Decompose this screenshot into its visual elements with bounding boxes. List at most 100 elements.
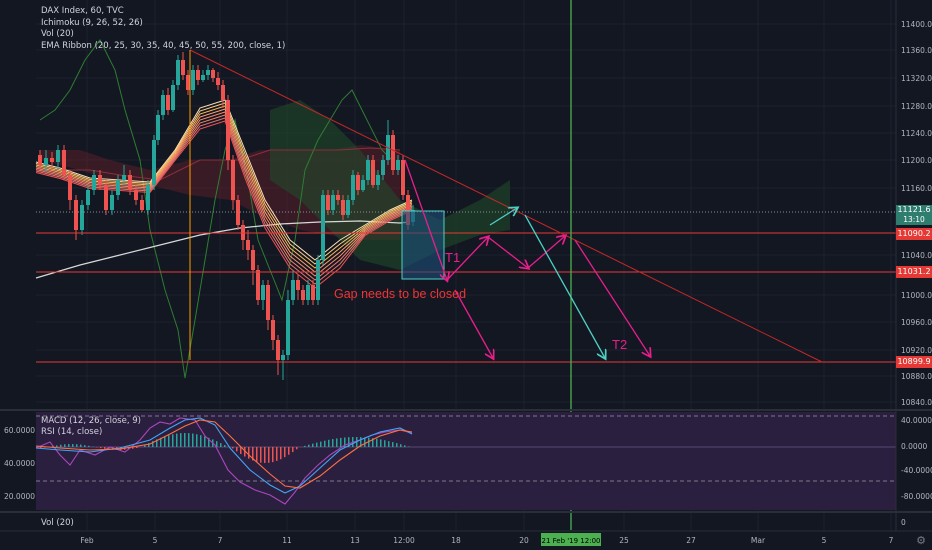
candle-body [336, 195, 340, 200]
macd-hist-bar [192, 433, 194, 447]
price-tick-label: 11240.00 [901, 129, 932, 138]
macd-hist-bar [248, 447, 250, 459]
price-tick-label: 11280.00 [901, 102, 932, 111]
candle-body [104, 185, 108, 210]
crosshair-time-label: 21 Feb '19 12:00 [542, 537, 601, 545]
macd-hist-bar [68, 444, 70, 447]
macd-hist-bar [292, 447, 294, 453]
macd-hist-bar [72, 444, 74, 447]
price-axis[interactable]: 11400.00 11360.00 11320.00 11280.00 11240.00… [4, 20, 932, 527]
price-tick-label: 10880.00 [901, 372, 932, 381]
macd-hist-bar [404, 445, 406, 447]
macd-hist-bar [88, 445, 90, 447]
descending-trendline[interactable] [189, 49, 823, 363]
price-tick-label: 11160.00 [901, 184, 932, 193]
candle-body [286, 300, 290, 355]
macd-hist-bar [276, 447, 278, 461]
candle-body [276, 340, 280, 360]
indicator-vol[interactable]: Vol (20) [41, 29, 74, 39]
settings-gear-icon[interactable]: ⚙ [916, 534, 926, 547]
macd-hist-bar [364, 437, 366, 447]
candle-body [341, 200, 345, 215]
macd-right-tick: -80.0000 [901, 492, 932, 501]
macd-hist-bar [320, 441, 322, 447]
price-tick-label: 11000.00 [901, 291, 932, 300]
rsi-line [35, 417, 413, 505]
macd-hist-bar [280, 447, 282, 460]
macd-hist-bar [336, 438, 338, 447]
macd-hist-bar [160, 437, 162, 447]
candle-body [86, 190, 90, 205]
time-tick-label: 11 [282, 536, 292, 545]
candle-body [271, 320, 275, 340]
macd-hist-bar [244, 447, 246, 457]
macd-hist-bar [312, 443, 314, 447]
macd-hist-bar [240, 447, 242, 455]
candle-body [296, 280, 300, 290]
macd-line [35, 417, 413, 494]
macd-hist-bar [324, 440, 326, 447]
macd-hist-bar [328, 439, 330, 447]
candle-body [231, 160, 235, 200]
macd-hist-bar [52, 446, 54, 447]
gap-rectangle[interactable] [401, 210, 445, 280]
level-badge-11090: 11090.2 [896, 228, 932, 240]
macd-hist-bar [136, 447, 138, 449]
last-price-countdown: 13:10 [903, 215, 925, 224]
ichimoku-cloud-bull [270, 100, 510, 270]
candle-body [196, 70, 200, 80]
time-tick-label: 7 [889, 536, 894, 545]
macd-hist-bar [156, 439, 158, 447]
macd-hist-bar [288, 447, 290, 455]
candle-body [92, 175, 96, 190]
price-tick-label: 11400.00 [901, 20, 932, 29]
macd-hist-bar [84, 445, 86, 447]
projection-arrows[interactable] [404, 159, 650, 358]
macd-hist-bar [388, 441, 390, 447]
candle-body [396, 160, 400, 170]
macd-hist-bar [100, 447, 102, 449]
candle-body [406, 195, 410, 225]
time-tick-label: 18 [451, 536, 461, 545]
candle-body [44, 158, 48, 165]
last-price-badge: 11121.6 13:10 [896, 205, 932, 225]
candle-body [146, 185, 150, 210]
candle-body [346, 200, 350, 215]
indicator-ema-ribbon[interactable]: EMA Ribbon (20, 25, 30, 35, 40, 45, 50, … [41, 40, 286, 51]
ema-ribbon-line [35, 108, 413, 273]
symbol-title[interactable]: DAX Index, 60, TVC [41, 6, 124, 16]
candle-body [122, 175, 126, 180]
chart-legend: DAX Index, 60, TVC Ichimoku (9, 26, 52, … [41, 6, 285, 52]
macd-left-tick: 20.0000 [4, 492, 35, 501]
macd-pane-legend: MACD (12, 26, close, 9) RSI (14, close) [41, 416, 141, 438]
t1-label: T1 [445, 250, 460, 265]
macd-pane-background [36, 412, 896, 510]
candle-body [50, 158, 54, 162]
macd-hist-bar [104, 447, 106, 449]
macd-hist-bar [164, 436, 166, 447]
candle-body [291, 280, 295, 300]
macd-hist-bar [376, 438, 378, 447]
candle-body [206, 70, 210, 75]
candle-body [356, 175, 360, 190]
macd-hist-bar [396, 443, 398, 447]
macd-hist-bar [60, 444, 62, 447]
candle-body [321, 195, 325, 260]
candle-body [366, 160, 370, 180]
macd-hist-bar [184, 433, 186, 447]
indicator-ichimoku[interactable]: Ichimoku (9, 26, 52, 26) [41, 17, 143, 28]
time-tick-label: 13 [350, 536, 360, 545]
macd-hist-bar [76, 444, 78, 447]
indicator-vol-pane[interactable]: Vol (20) [41, 518, 74, 528]
macd-hist-bar [208, 437, 210, 447]
indicator-rsi[interactable]: RSI (14, close) [41, 427, 103, 437]
time-axis[interactable]: Feb 5 7 11 13 12:00 18 20 25 27 Mar 5 7 21 Feb '19 12… [80, 533, 894, 546]
last-price-value: 11121.6 [897, 205, 931, 214]
candle-body [134, 190, 138, 200]
candle-body [166, 95, 170, 110]
candle-body [201, 75, 205, 80]
candle-body [261, 285, 265, 300]
candle-body [226, 100, 230, 160]
indicator-macd[interactable]: MACD (12, 26, close, 9) [41, 416, 141, 426]
